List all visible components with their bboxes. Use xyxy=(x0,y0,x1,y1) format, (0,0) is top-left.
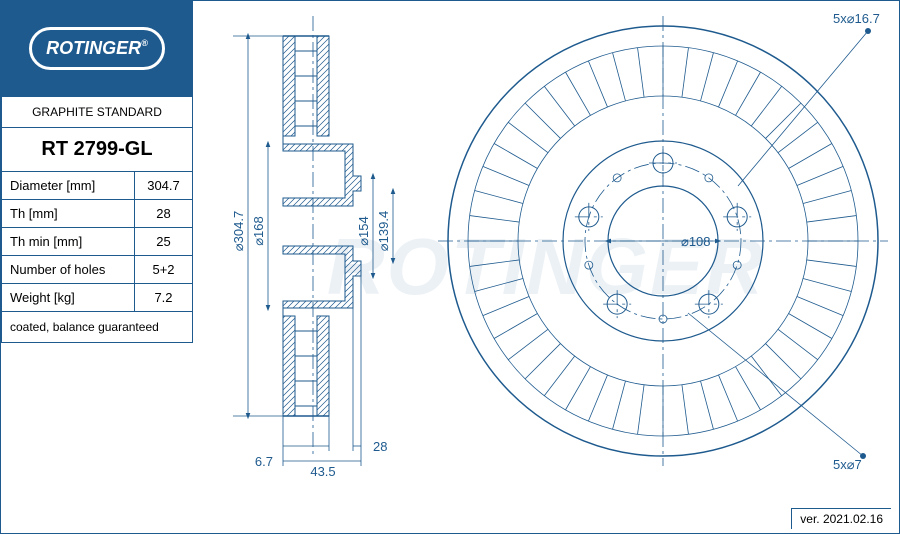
dim-bore: ⌀154 xyxy=(356,216,371,246)
dim-offset: 43.5 xyxy=(310,464,335,479)
table-row: Diameter [mm]304.7 xyxy=(2,172,193,200)
spec-label: Th min [mm] xyxy=(2,228,135,256)
version-label: ver. 2021.02.16 xyxy=(791,508,891,529)
center-dim: ⌀108 xyxy=(681,234,711,249)
table-row: Weight [kg]7.2 xyxy=(2,284,193,312)
spec-label: Number of holes xyxy=(2,256,135,284)
spec-value: 5+2 xyxy=(135,256,193,284)
table-row: Th min [mm]25 xyxy=(2,228,193,256)
drawing-area: ROTINGER xyxy=(193,1,899,533)
table-row: Number of holes5+2 xyxy=(2,256,193,284)
spec-label: Diameter [mm] xyxy=(2,172,135,200)
section-view: ⌀304.7 ⌀168 ⌀154 ⌀139.4 6.7 43.5 28 xyxy=(213,16,413,496)
table-row: Th [mm]28 xyxy=(2,200,193,228)
dim-outer: ⌀304.7 xyxy=(231,211,246,251)
spec-value: 25 xyxy=(135,228,193,256)
note: coated, balance guaranteed xyxy=(2,312,193,343)
spec-label: Th [mm] xyxy=(2,200,135,228)
dim-flange: 6.7 xyxy=(255,454,273,469)
drawing-container: ROTINGER® GRAPHITE STANDARD RT 2799-GL D… xyxy=(0,0,900,534)
brand-logo: ROTINGER® xyxy=(1,1,193,96)
spec-value: 304.7 xyxy=(135,172,193,200)
part-number: RT 2799-GL xyxy=(2,128,193,172)
dim-disc-th: 28 xyxy=(373,439,387,454)
callout-top: 5x⌀16.7 xyxy=(833,11,880,26)
left-panel: ROTINGER® GRAPHITE STANDARD RT 2799-GL D… xyxy=(1,1,193,343)
spec-label: Weight [kg] xyxy=(2,284,135,312)
spec-value: 7.2 xyxy=(135,284,193,312)
callout-bottom: 5x⌀7 xyxy=(833,457,862,472)
front-view: 5x⌀16.7 5x⌀7 ⌀108 xyxy=(433,11,893,471)
spec-table: GRAPHITE STANDARD RT 2799-GL Diameter [m… xyxy=(1,96,193,343)
dim-pcd: ⌀139.4 xyxy=(376,211,391,251)
spec-value: 28 xyxy=(135,200,193,228)
logo-text: ROTINGER® xyxy=(29,27,165,70)
dim-hub: ⌀168 xyxy=(251,216,266,246)
standard-label: GRAPHITE STANDARD xyxy=(2,97,193,128)
